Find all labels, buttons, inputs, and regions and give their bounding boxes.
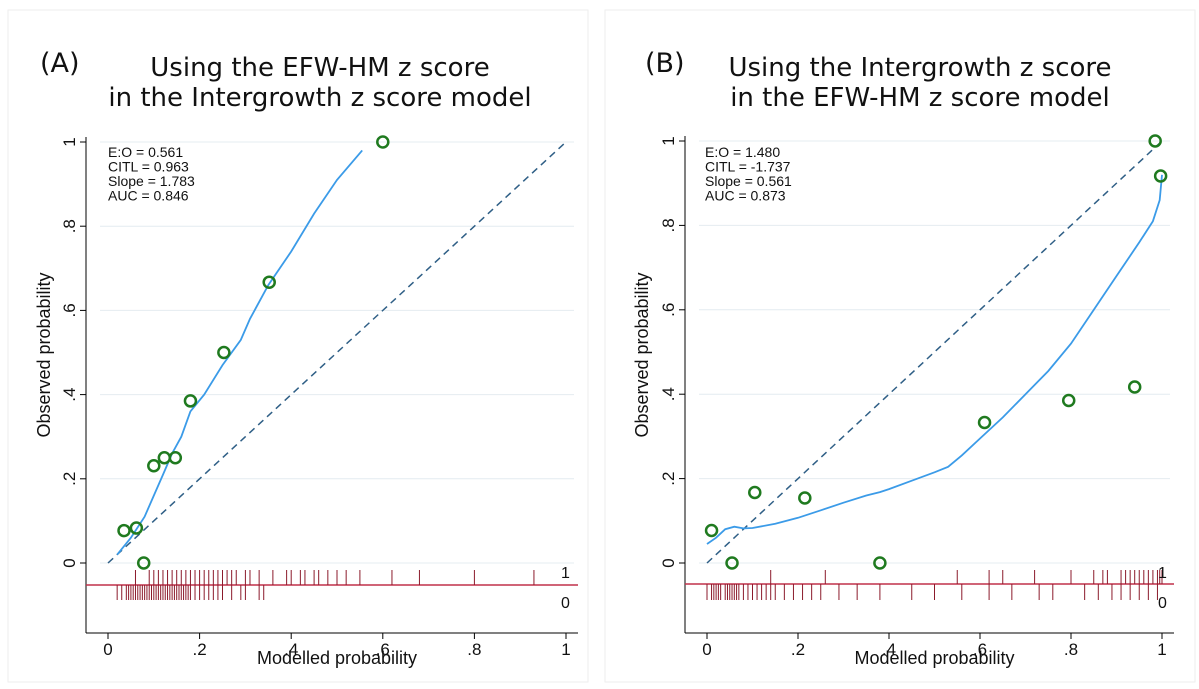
y-tick-label: .8	[60, 219, 79, 233]
x-tick-label: .4	[284, 640, 298, 659]
observed-point	[147, 458, 161, 473]
x-tick-label: .6	[973, 640, 987, 659]
stat-line: E:O = 1.480	[705, 144, 780, 160]
observed-point	[1148, 134, 1162, 148]
observed-point	[798, 491, 812, 505]
y-tick-label: .2	[60, 472, 79, 486]
observed-point	[1153, 169, 1168, 183]
stat-line: AUC = 0.846	[108, 188, 189, 204]
rug-label-events: 1	[1158, 565, 1167, 582]
observed-point	[748, 485, 762, 500]
chart-title-line: Using the Intergrowth z score	[728, 53, 1111, 83]
rug-label-nonevents: 0	[561, 595, 570, 612]
y-tick-label: .6	[60, 303, 79, 317]
x-tick-label: 1	[1157, 640, 1166, 659]
stat-line: Slope = 0.561	[705, 173, 792, 189]
observed-point	[117, 523, 131, 538]
x-tick-label: .2	[791, 640, 805, 659]
observed-point	[157, 451, 172, 465]
x-tick-label: 0	[103, 640, 112, 659]
stat-line: CITL = 0.963	[108, 159, 189, 175]
y-tick-label: .4	[60, 388, 79, 402]
x-tick-label: 1	[561, 640, 570, 659]
y-tick-label: .4	[659, 387, 678, 401]
y-tick-label: .8	[659, 218, 678, 232]
observed-point	[1061, 393, 1076, 408]
stat-line: Slope = 1.783	[108, 173, 195, 189]
x-tick-label: .4	[882, 640, 896, 659]
y-tick-label: 0	[60, 558, 79, 567]
observed-point	[262, 275, 276, 289]
panel-frame	[604, 9, 1196, 683]
observed-point	[977, 415, 992, 430]
y-tick-label: 1	[60, 137, 79, 146]
y-tick-label: .6	[659, 303, 678, 317]
observed-point	[1127, 380, 1142, 394]
stat-line: AUC = 0.873	[705, 188, 786, 204]
observed-point	[136, 556, 151, 570]
chart-title-line: Using the EFW-HM z score	[150, 53, 489, 83]
panel-label: (A)	[40, 48, 80, 79]
reference-diagonal	[706, 140, 1163, 564]
panel-label: (B)	[645, 48, 685, 79]
y-axis-label: Observed probability	[632, 272, 652, 437]
panel-frame	[7, 9, 589, 683]
rug-label-events: 1	[561, 565, 570, 582]
stat-line: CITL = -1.737	[705, 159, 791, 175]
x-tick-label: .8	[467, 640, 481, 659]
chart-title-line: in the Intergrowth z score model	[108, 83, 531, 113]
x-tick-label: .2	[193, 640, 207, 659]
observed-point	[168, 451, 183, 465]
y-tick-label: 1	[659, 136, 678, 145]
stat-line: E:O = 0.561	[108, 144, 183, 160]
reference-diagonal	[107, 141, 567, 564]
observed-point	[129, 521, 144, 535]
rug-label-nonevents: 0	[1158, 595, 1167, 612]
y-axis-label: Observed probability	[34, 272, 54, 437]
y-tick-label: 0	[659, 558, 678, 567]
x-tick-label: 0	[702, 640, 711, 659]
x-tick-label: .6	[376, 640, 390, 659]
observed-point	[217, 345, 231, 360]
observed-point	[873, 556, 887, 570]
chart-title-line: in the EFW-HM z score model	[730, 83, 1110, 113]
observed-point	[183, 394, 198, 408]
smooth-calibration-curve	[116, 149, 363, 556]
smooth-calibration-curve	[706, 174, 1163, 545]
observed-point	[704, 523, 719, 538]
observed-point	[376, 135, 390, 149]
x-axis-label: Modelled probability	[854, 648, 1014, 668]
x-tick-label: .8	[1064, 640, 1078, 659]
y-tick-label: .2	[659, 472, 678, 486]
observed-point	[725, 556, 739, 570]
x-axis-label: Modelled probability	[257, 648, 417, 668]
